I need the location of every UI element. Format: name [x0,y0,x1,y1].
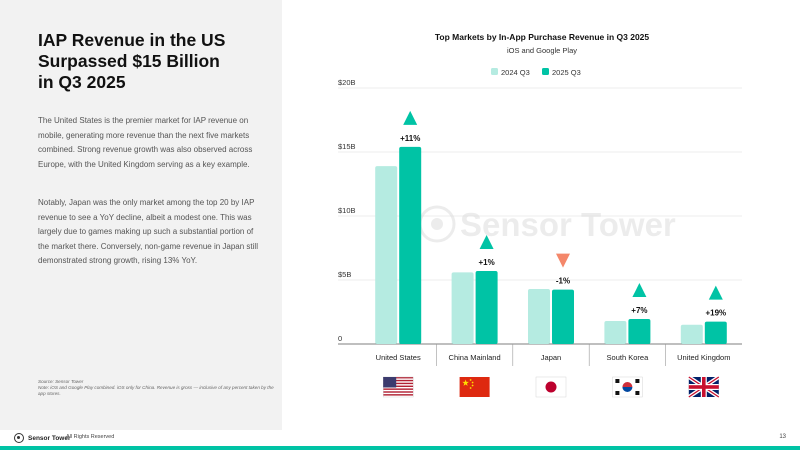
bar-2025-q3 [552,289,574,344]
legend-label-2024: 2024 Q3 [501,68,530,77]
bar-2025-q3 [399,146,422,344]
flag-star [471,381,474,384]
source-text: Source: Sensor Tower [38,379,84,384]
china-flag-icon [459,377,490,397]
y-tick-label: $5B [338,270,351,279]
bars: +11% +1% -1% +7% +19% [375,110,727,344]
increase-arrow-icon [632,283,647,298]
headline-line: in Q3 2025 [38,72,126,92]
body-paragraph-2: Notably, Japan was the only market among… [38,198,258,266]
y-axis: 0 $5B $10B $15B $20B [338,78,356,343]
headline: IAP Revenue in the US Surpassed $15 Bill… [38,30,268,93]
flag-stripe [383,394,414,396]
footer-rights: All Rights Reserved [66,434,115,440]
bar-2025-q3 [628,319,651,344]
headline-line: Surpassed $15 Billion [38,51,220,71]
source-note: Source: Sensor Tower Note: iOS and Googl… [38,379,278,397]
flag-star [462,379,469,386]
flag-canton [383,377,397,388]
change-label: +19% [705,309,726,318]
flag-sun [545,381,557,393]
change-label: +7% [631,306,647,315]
japan-flag-icon [535,376,567,398]
x-axis: United States China Mainland Japan South Ko… [376,344,730,366]
legend-label-2025: 2025 Q3 [552,68,581,77]
flag-stripe [383,385,414,387]
chart-subtitle: iOS and Google Play [507,46,577,55]
x-tick-label: China Mainland [449,353,501,362]
bar-2024-q3 [604,320,627,344]
legend: 2024 Q3 2025 Q3 [491,68,581,77]
flag-stripe [383,377,414,379]
bar-2025-q3 [475,271,498,344]
watermark-text: Sensor Tower [460,206,676,243]
bar-2024-q3 [680,324,703,344]
sensor-tower-logo-icon [14,433,24,443]
x-tick-label: Japan [541,353,561,362]
footer: Sensor Tower All Rights Reserved 13 [0,430,800,450]
flag-taeguk-top [622,382,633,387]
note-text: Note: iOS and Google Play combined. iOS … [38,385,274,396]
flag-stripe [383,379,414,382]
change-label: +11% [400,134,420,143]
legend-swatch-2024 [491,68,498,75]
flag-trigram [615,391,620,395]
flag-trigram [635,379,640,383]
legend-swatch-2025 [542,68,549,75]
body-paragraph-1: The United States is the premier market … [38,116,253,169]
y-tick-label: $10B [338,206,356,215]
y-tick-label: 0 [338,334,342,343]
uk-flag-icon [687,375,720,399]
flag-star [471,384,474,387]
bar-2024-q3 [375,166,398,344]
change-label: -1% [556,277,570,286]
flag-stripe [383,391,414,393]
south-korea-flag-icon [612,376,643,398]
x-tick-label: South Korea [607,353,650,362]
flag-star [469,387,472,389]
flag-cross-red [688,385,719,389]
chart: Sensor Tower Top Markets by In-App Purch… [338,32,742,399]
increase-arrow-icon [403,110,418,125]
flag-field [459,377,490,397]
flag-trigram [615,379,620,383]
us-flag-icon [383,376,414,398]
flag-stripe [383,382,414,385]
footer-logo: Sensor Tower [14,431,71,445]
chart-title: Top Markets by In-App Purchase Revenue i… [435,32,650,42]
x-tick-label: United States [376,353,421,362]
decrease-arrow-icon [556,253,570,268]
left-panel: IAP Revenue in the US Surpassed $15 Bill… [0,0,282,430]
footer-brand: Sensor Tower [28,434,71,442]
y-tick-label: $15B [338,142,356,151]
page-number: 13 [779,434,786,440]
flags [383,375,720,399]
x-tick-label: United Kingdom [677,353,730,362]
bar-2024-q3 [451,272,474,344]
bar-2024-q3 [528,288,550,344]
headline-line: IAP Revenue in the US [38,30,226,50]
flag-taeguk-bottom [622,387,633,392]
flag-trigram [635,391,640,395]
footer-accent-bar [0,446,800,450]
y-tick-label: $20B [338,78,356,87]
increase-arrow-icon [708,285,723,300]
change-label: +1% [478,258,494,267]
increase-arrow-icon [479,235,494,250]
flag-stripe [383,388,414,390]
bar-2025-q3 [704,321,727,344]
watermark: Sensor Tower [418,205,676,243]
flag-star [469,379,472,381]
